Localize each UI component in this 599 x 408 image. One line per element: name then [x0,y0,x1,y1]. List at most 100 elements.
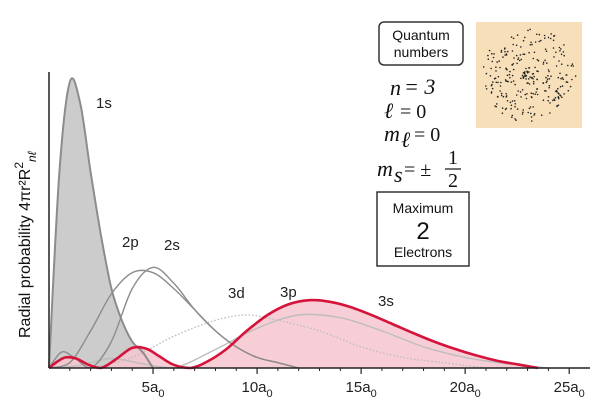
quantum-number-ms: m s = ± 1 2 [377,147,461,192]
electron-dot [552,47,555,49]
electron-dot [519,54,522,56]
electron-dot [544,48,547,50]
electron-dot [516,108,519,110]
electron-dot [527,78,530,80]
electron-dot [522,39,525,42]
electron-dot [487,54,489,57]
electron-dot [536,88,538,90]
electron-dot [528,83,531,85]
electron-dot [505,96,508,98]
electron-dot [563,93,565,95]
electron-dot [500,92,503,95]
electron-dot [505,67,507,70]
curve-labels: 1s 2p 2s 3d 3p 3s [96,95,394,310]
electron-dot [565,81,568,83]
electron-dot [502,95,505,98]
electron-dot [548,84,551,87]
l-value: = 0 [400,101,426,123]
electron-dot [547,99,549,102]
electron-dot [542,99,545,101]
electron-dot [515,94,518,96]
electron-dot [557,76,560,79]
orbital-electron-dots [482,28,577,122]
electron-dot [571,78,573,81]
electron-dot [532,106,534,108]
electron-dot [552,39,555,42]
curve-label-3p: 3p [280,284,297,301]
x-tick-label: 10a0 [241,379,272,400]
electron-dot [570,65,573,67]
n-value: = 3 [404,74,435,99]
electron-dot [566,81,569,83]
electron-dot [513,100,516,102]
electron-dot [532,78,534,80]
electron-dot [559,95,562,97]
electron-dot [529,76,531,78]
electron-dot [504,79,507,81]
electron-dot [554,96,557,99]
electron-dot [497,75,500,78]
electron-dot [529,106,532,108]
electron-dot [522,109,524,111]
electron-dot [525,97,528,100]
electron-dot [506,100,509,102]
electron-dot [542,82,545,84]
electron-dot [517,58,519,61]
electron-dot [555,65,558,67]
electron-dot [514,103,517,105]
electron-dot [531,43,533,46]
electron-dot [510,107,512,110]
ms-fraction-denominator: 2 [448,170,458,192]
electron-dot [534,41,537,43]
electron-dot [559,50,561,52]
electron-dot [542,61,545,64]
electron-dot [524,93,527,96]
electron-dot [523,53,526,56]
electron-dot [562,78,565,80]
electron-dot [515,54,518,57]
electron-dot [521,113,524,115]
electron-dot [504,50,506,53]
electron-dot [490,67,492,70]
electron-dot [516,34,519,36]
electron-dot [511,100,514,102]
electron-dot [558,60,560,62]
n-symbol: n [390,75,401,100]
electron-dot [527,111,529,114]
curve-label-1s: 1s [96,95,112,112]
electron-dot [496,103,498,105]
electron-dot [560,53,563,56]
electron-dot [485,88,488,90]
electron-dot [563,54,565,57]
electron-dot [545,50,548,52]
electron-dot [528,51,530,54]
electron-dot [485,85,487,87]
electron-dot [557,87,559,90]
electron-dot [497,81,499,84]
electron-dot [556,91,558,93]
electron-dot [514,118,516,120]
electron-dot [556,105,558,107]
electron-dot [528,107,531,110]
electron-dot [549,37,552,40]
electron-dot [532,82,535,85]
electron-dot [533,51,536,54]
electron-dot [500,49,503,52]
electron-dot [528,67,530,69]
electron-dot [511,116,513,118]
electron-dot [546,78,549,80]
electron-dot [542,63,545,65]
electron-dot [546,62,548,64]
electron-dot [562,51,565,53]
electron-dot [522,72,525,74]
electron-dot [574,75,577,77]
electron-dot [536,58,539,61]
x-ticks: 5a0 10a0 15a0 20a0 25a0 [69,368,585,400]
electron-dot [521,74,524,77]
electron-dot [522,111,524,114]
electron-dot [491,87,494,90]
electron-dot [538,40,540,43]
electron-dot [512,37,515,40]
max-electrons-box: Maximum 2 Electrons [376,191,470,267]
